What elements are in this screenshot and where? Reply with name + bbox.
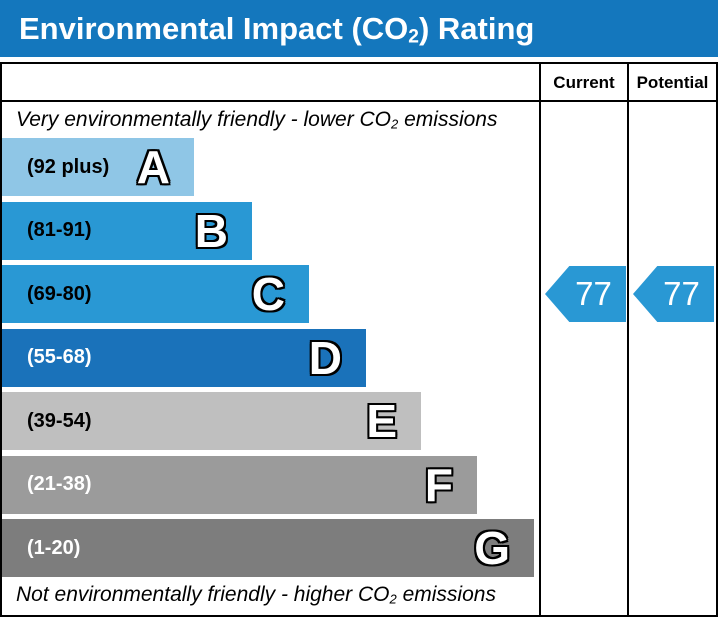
band-row-c: (69-80) C: [2, 265, 309, 323]
band-letter: B: [194, 204, 228, 257]
band-range-label: (92 plus): [27, 155, 110, 178]
bottom-caption-suffix: emissions: [396, 583, 496, 606]
table-header-row: [2, 64, 716, 102]
band-letter: E: [366, 395, 397, 447]
bottom-caption-text: Not environmentally friendly - higher CO: [16, 583, 390, 606]
column-divider-right: [627, 64, 629, 615]
band-range-label: (1-20): [27, 536, 81, 559]
band-row-d: (55-68) D: [2, 328, 366, 387]
band-range-label: (55-68): [27, 346, 92, 368]
rating-bands: (92 plus) A (81-91) B (69-80) C (55-68) D (39-54…: [2, 138, 539, 583]
band-range-label: (21-38): [27, 473, 92, 495]
column-divider-left: [539, 64, 541, 615]
band-row-e: (39-54) E: [2, 392, 421, 450]
bottom-caption: Not environmentally friendly - higher CO…: [2, 578, 539, 612]
band-range-label: (81-91): [27, 219, 92, 241]
title-suffix: ) Rating: [418, 11, 535, 46]
page-title: Environmental Impact (CO2) Rating: [0, 0, 718, 57]
potential-rating-value: 77: [663, 275, 700, 312]
band-row-f: (21-38) F: [2, 455, 477, 514]
potential-column-header: Potential: [636, 73, 709, 92]
rating-table: Current Potential Very environmentally f…: [0, 62, 718, 617]
potential-rating-arrow: 77: [633, 266, 714, 322]
top-caption: Very environmentally friendly - lower CO…: [2, 102, 539, 138]
title-text: Environmental Impact (CO: [19, 11, 409, 46]
band-row-a: (92 plus) A: [2, 138, 194, 196]
band-letter: D: [308, 331, 342, 384]
top-caption-suffix: emissions: [398, 108, 498, 131]
band-letter: G: [474, 522, 510, 574]
band-row-g: (1-20) G: [2, 519, 534, 577]
title-subscript: 2: [408, 26, 419, 48]
top-caption-text: Very environmentally friendly - lower CO: [16, 108, 392, 131]
band-range-label: (39-54): [27, 409, 92, 432]
band-letter: C: [251, 268, 285, 320]
current-column-header: Current: [553, 73, 615, 92]
top-caption-subscript: 2: [391, 116, 399, 132]
bottom-caption-subscript: 2: [389, 591, 397, 607]
band-letter: A: [136, 141, 170, 193]
band-letter: F: [424, 458, 453, 511]
current-rating-arrow: 77: [545, 266, 626, 322]
band-row-b: (81-91) B: [2, 201, 252, 260]
current-rating-value: 77: [575, 275, 612, 312]
band-range-label: (69-80): [27, 282, 92, 305]
